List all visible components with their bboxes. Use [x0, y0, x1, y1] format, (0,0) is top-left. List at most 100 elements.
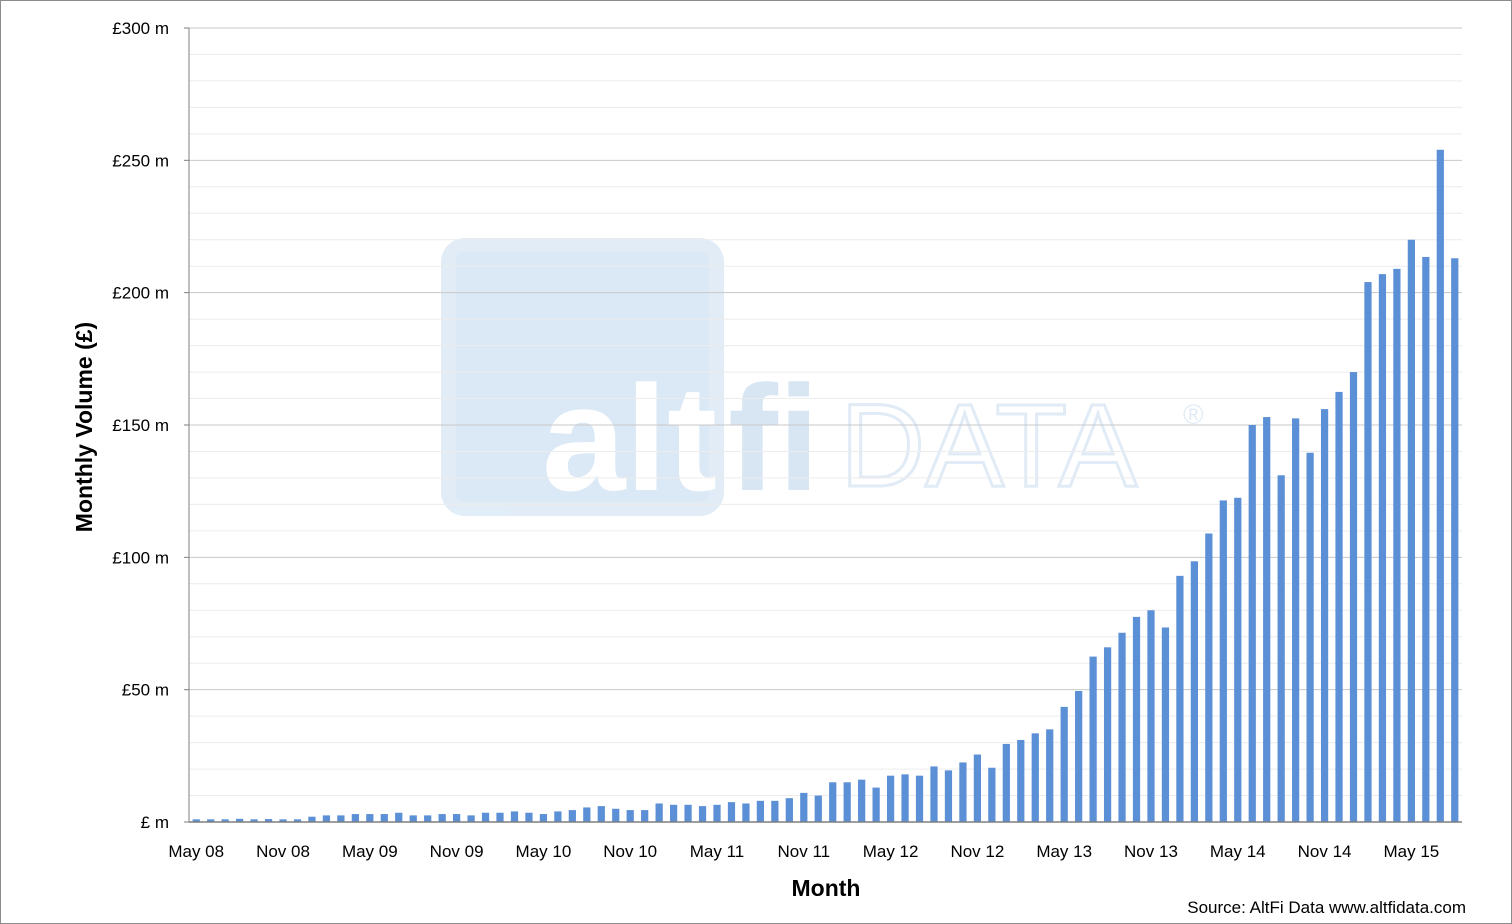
- bar-oct-14: [1306, 452, 1314, 822]
- x-tick-label: May 08: [168, 842, 224, 861]
- bar-aug-13: [1103, 647, 1112, 822]
- x-tick-label: May 13: [1036, 842, 1092, 861]
- bar-oct-08: [264, 819, 273, 822]
- bar-apr-14: [1219, 500, 1227, 822]
- bar-feb-12: [843, 782, 851, 822]
- bar-mar-12: [858, 779, 866, 822]
- bar-may-08: [192, 819, 200, 822]
- bar-sep-12: [944, 770, 953, 822]
- bar-feb-09: [322, 815, 331, 822]
- watermark-logo-inner: [456, 252, 709, 502]
- y-tick-label: £100 m: [112, 548, 169, 567]
- bar-oct-09: [438, 814, 446, 822]
- bar-apr-13: [1046, 729, 1054, 822]
- bar-jun-12: [901, 774, 909, 822]
- bar-sep-10: [597, 806, 605, 822]
- bar-sep-11: [771, 800, 779, 822]
- bar-aug-11: [756, 800, 765, 822]
- bar-dec-09: [467, 815, 475, 822]
- bar-sep-14: [1292, 418, 1300, 822]
- bar-aug-14: [1277, 475, 1285, 822]
- bar-jan-10: [481, 812, 490, 822]
- bar-feb-10: [496, 812, 504, 822]
- y-tick-label: £200 m: [112, 284, 169, 303]
- bar-nov-10: [626, 810, 634, 822]
- watermark-logo-box: [441, 238, 724, 516]
- bar-jan-14: [1176, 575, 1184, 822]
- bar-mar-10: [510, 811, 519, 822]
- bar-nov-08: [279, 819, 287, 822]
- bar-sep-08: [250, 819, 258, 822]
- x-tick-label: Nov 11: [777, 842, 830, 861]
- bar-nov-12: [973, 754, 982, 822]
- bar-sep-09: [424, 815, 432, 822]
- bar-dec-11: [814, 795, 822, 822]
- bar-feb-15: [1364, 282, 1372, 823]
- x-tick-label: Nov 14: [1298, 842, 1352, 861]
- bar-oct-13: [1132, 616, 1141, 822]
- bar-jul-15: [1436, 149, 1444, 822]
- bar-jan-15: [1349, 372, 1358, 822]
- altfi-data-watermark: alt fi DATA ®: [441, 238, 1204, 522]
- x-tick-label: Nov 09: [430, 842, 484, 861]
- bar-mar-15: [1378, 274, 1387, 822]
- bar-dec-14: [1335, 391, 1343, 822]
- bar-may-13: [1060, 706, 1068, 822]
- bar-jul-14: [1263, 417, 1271, 822]
- bar-feb-14: [1190, 561, 1198, 822]
- bar-aug-08: [236, 818, 244, 822]
- bar-jan-12: [829, 782, 837, 822]
- bar-nov-11: [800, 792, 808, 822]
- x-tick-label: May 09: [342, 842, 398, 861]
- bar-mar-14: [1205, 533, 1213, 822]
- bar-mar-13: [1031, 733, 1039, 822]
- bar-may-11: [713, 804, 721, 822]
- bar-apr-11: [698, 806, 707, 822]
- source-note: Source: AltFi Data www.altfidata.com: [1187, 898, 1466, 917]
- bar-may-15: [1407, 239, 1415, 823]
- bar-may-10: [539, 814, 548, 822]
- bar-may-14: [1234, 497, 1242, 822]
- bar-oct-12: [959, 762, 967, 822]
- bar-jun-08: [207, 819, 215, 822]
- bar-mar-09: [337, 815, 345, 822]
- bar-jul-10: [568, 810, 576, 822]
- bar-jul-08: [221, 819, 229, 822]
- y-tick-label: £150 m: [112, 416, 169, 435]
- bar-feb-11: [669, 804, 678, 822]
- bar-jun-14: [1248, 425, 1256, 822]
- bar-nov-13: [1147, 610, 1155, 822]
- x-tick-label: Nov 13: [1124, 842, 1178, 861]
- bar-jun-13: [1075, 690, 1083, 822]
- y-tick-label: £250 m: [112, 151, 169, 170]
- bar-apr-09: [351, 814, 359, 822]
- y-tick-label: £ m: [141, 813, 169, 832]
- bar-feb-13: [1017, 739, 1025, 822]
- bar-jul-12: [915, 775, 924, 822]
- tick-labels: £ m £50 m £100 m £150 m £200 m £250 m £300 m Ma…: [112, 19, 1439, 861]
- bar-may-12: [886, 775, 895, 822]
- watermark-registered-mark: ®: [1183, 399, 1204, 430]
- bar-jun-11: [727, 802, 736, 822]
- bar-apr-15: [1393, 268, 1401, 823]
- watermark-fi-text: fi: [728, 354, 820, 522]
- bar-jan-09: [308, 816, 316, 822]
- bar-nov-14: [1320, 409, 1329, 822]
- bar-jun-10: [554, 811, 562, 822]
- bar-mar-11: [684, 804, 692, 822]
- bar-dec-12: [988, 767, 996, 822]
- x-axis-title: Month: [792, 875, 861, 901]
- bar-oct-10: [612, 808, 620, 822]
- bar-jul-09: [395, 812, 403, 822]
- bar-jan-11: [655, 803, 663, 822]
- x-tick-label: Nov 12: [950, 842, 1004, 861]
- bar-sep-13: [1118, 632, 1126, 822]
- x-tick-label: May 12: [863, 842, 919, 861]
- bar-dec-13: [1161, 627, 1170, 822]
- bar-jun-15: [1422, 256, 1430, 822]
- bar-apr-10: [525, 812, 533, 822]
- bar-aug-10: [583, 807, 591, 822]
- bar-apr-12: [872, 787, 880, 822]
- bar-aug-09: [409, 815, 417, 822]
